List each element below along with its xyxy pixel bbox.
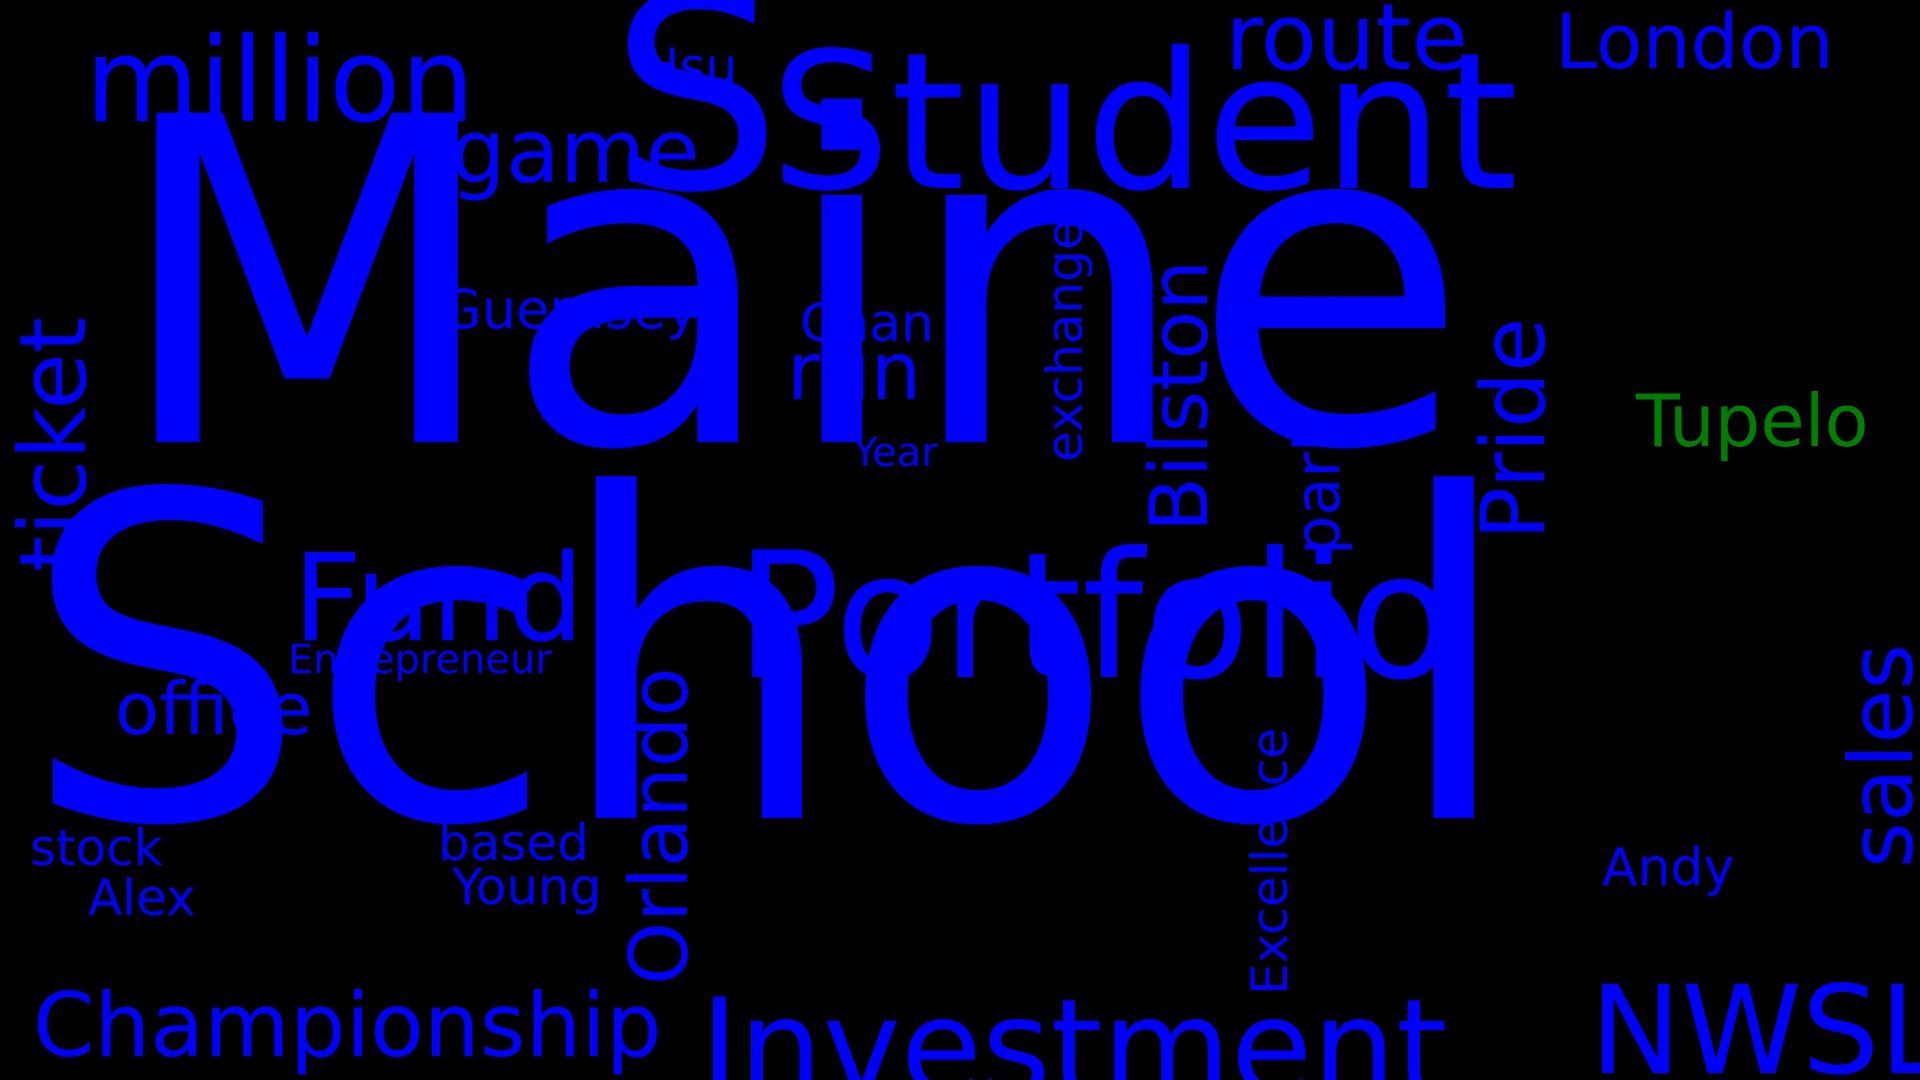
word-route: route bbox=[1225, 0, 1469, 91]
word-s: S bbox=[610, 0, 782, 252]
word-game: game bbox=[450, 100, 700, 203]
word-park: park bbox=[1281, 416, 1354, 555]
word-investment: Investment bbox=[700, 971, 1448, 1080]
word-chan: Chan bbox=[800, 294, 935, 354]
word-london: London bbox=[1555, 0, 1834, 86]
word-stock: stock bbox=[30, 819, 163, 877]
word-excellence: Excellence bbox=[1241, 727, 1299, 995]
word-nwsl: NWSL bbox=[1590, 960, 1920, 1080]
word-office: office bbox=[115, 667, 313, 751]
word-entrepreneur: Entrepreneur bbox=[288, 637, 552, 683]
word-year: Year bbox=[853, 430, 938, 476]
word-bilston: Bilston bbox=[1133, 259, 1226, 532]
word-pride: Pride bbox=[1462, 317, 1565, 540]
word-run: run bbox=[787, 325, 922, 418]
word-andy: Andy bbox=[1602, 838, 1735, 898]
word-championship: Championship bbox=[33, 974, 662, 1077]
word-orlando: Orlando bbox=[613, 667, 706, 985]
word-sales: sales bbox=[1830, 643, 1920, 868]
word-exchange: exchange bbox=[1036, 219, 1094, 462]
word-guernsey: Guernsey bbox=[440, 278, 699, 341]
word-ticket: ticket bbox=[0, 317, 107, 572]
word-million: million bbox=[85, 12, 475, 149]
word-young: Young bbox=[452, 858, 602, 916]
word-hsu: Hsu bbox=[642, 38, 738, 96]
word-maine: Maine bbox=[112, 22, 1470, 549]
word-alex: Alex bbox=[88, 869, 196, 927]
word-tupelo: Tupelo bbox=[1636, 379, 1869, 463]
word-portfolio: Portfolio bbox=[735, 516, 1455, 719]
word-based: based bbox=[438, 814, 589, 872]
word-fund: Fund bbox=[293, 530, 584, 669]
word-student: Student bbox=[770, 12, 1518, 233]
word-school: School bbox=[22, 401, 1516, 925]
